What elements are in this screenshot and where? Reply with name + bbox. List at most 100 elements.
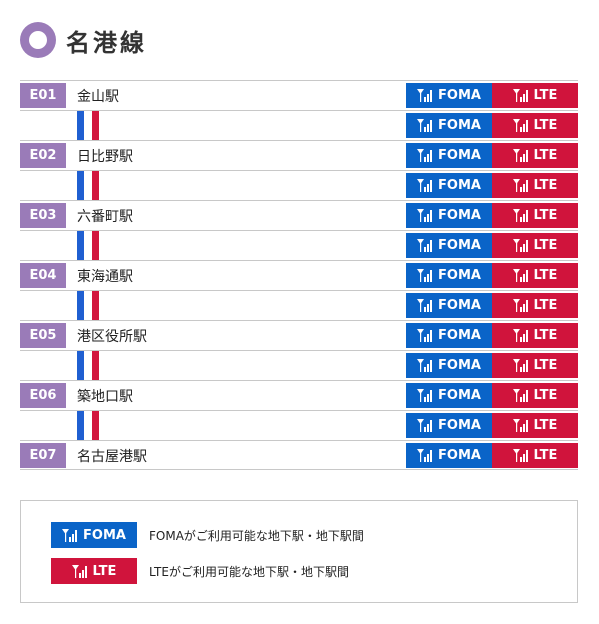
foma-label: FOMA [438,208,481,223]
lte-badge: LTE [492,143,578,168]
foma-label: FOMA [438,148,481,163]
signal-icon [512,239,528,252]
lte-label: LTE [533,418,558,433]
signal-icon [512,179,528,192]
lte-badge: LTE [492,413,578,438]
lte-badge: LTE [492,293,578,318]
section-row: FOMA LTE [20,410,578,441]
station-name: 港区役所駅 [77,329,147,345]
lte-label: LTE [92,563,117,579]
signal-icon [512,299,528,312]
foma-badge: FOMA [406,113,492,138]
station-name: 東海通駅 [77,269,133,285]
station-code: E05 [20,323,66,348]
foma-label: FOMA [438,298,481,313]
page-header: 名港線 [20,18,147,62]
legend-row-lte: LTE LTEがご利用可能な地下駅・地下駅間 [51,558,349,584]
signal-icon [512,389,528,402]
circle-icon [20,22,56,58]
signal-icon [417,269,433,282]
section-row: FOMA LTE [20,350,578,381]
station-name: 日比野駅 [77,149,133,165]
route-lines [77,411,103,441]
signal-icon [417,419,433,432]
route-lines [77,351,103,381]
signal-icon [71,564,87,578]
foma-label: FOMA [438,178,481,193]
signal-icon [417,329,433,342]
foma-label: FOMA [438,358,481,373]
foma-badge: FOMA [406,83,492,108]
lte-label: LTE [533,358,558,373]
lte-badge: LTE [492,443,578,468]
signal-icon [417,389,433,402]
station-code: E02 [20,143,66,168]
legend-lte-text: LTEがご利用可能な地下駅・地下駅間 [149,564,349,579]
foma-label: FOMA [438,268,481,283]
station-row: E01 金山駅 FOMA LTE [20,80,578,110]
foma-badge: FOMA [406,293,492,318]
lte-label: LTE [533,328,558,343]
signal-icon [417,149,433,162]
route-lines [77,171,103,201]
station-row: E02 日比野駅 FOMA LTE [20,140,578,170]
signal-icon [512,329,528,342]
signal-icon [417,359,433,372]
lte-badge: LTE [492,203,578,228]
section-row: FOMA LTE [20,230,578,261]
station-name: 名古屋港駅 [77,449,147,465]
signal-icon [512,209,528,222]
foma-label: FOMA [438,118,481,133]
station-row: E03 六番町駅 FOMA LTE [20,200,578,230]
signal-icon [417,449,433,462]
signal-icon [417,299,433,312]
lte-badge: LTE [492,323,578,348]
station-code: E03 [20,203,66,228]
signal-icon [512,149,528,162]
route-lines [77,231,103,261]
station-name: 築地口駅 [77,389,133,405]
lte-badge: LTE [492,263,578,288]
station-row: E06 築地口駅 FOMA LTE [20,380,578,410]
foma-badge: FOMA [406,353,492,378]
route-lines [77,111,103,141]
foma-label: FOMA [83,527,126,543]
lte-badge: LTE [51,558,137,584]
legend-foma-text: FOMAがご利用可能な地下駅・地下駅間 [149,528,364,543]
lte-label: LTE [533,208,558,223]
signal-icon [512,419,528,432]
section-row: FOMA LTE [20,290,578,321]
section-row: FOMA LTE [20,170,578,201]
station-name: 金山駅 [77,89,119,105]
page-title: 名港線 [66,28,147,57]
legend-row-foma: FOMA FOMAがご利用可能な地下駅・地下駅間 [51,522,364,548]
foma-badge: FOMA [51,522,137,548]
station-code: E07 [20,443,66,468]
signal-icon [512,89,528,102]
lte-badge: LTE [492,383,578,408]
station-code: E01 [20,83,66,108]
station-row: E04 東海通駅 FOMA LTE [20,260,578,290]
signal-icon [62,528,78,542]
lte-label: LTE [533,388,558,403]
foma-badge: FOMA [406,263,492,288]
lte-label: LTE [533,238,558,253]
lte-label: LTE [533,448,558,463]
section-row: FOMA LTE [20,110,578,141]
station-code: E06 [20,383,66,408]
lte-label: LTE [533,88,558,103]
foma-badge: FOMA [406,383,492,408]
signal-icon [512,449,528,462]
foma-label: FOMA [438,88,481,103]
lte-label: LTE [533,118,558,133]
foma-label: FOMA [438,388,481,403]
legend-box: FOMA FOMAがご利用可能な地下駅・地下駅間 LTE LTEがご利用可能な地… [20,500,578,603]
foma-label: FOMA [438,448,481,463]
lte-label: LTE [533,268,558,283]
foma-label: FOMA [438,238,481,253]
foma-badge: FOMA [406,443,492,468]
lte-badge: LTE [492,353,578,378]
signal-icon [417,89,433,102]
foma-badge: FOMA [406,323,492,348]
foma-label: FOMA [438,418,481,433]
